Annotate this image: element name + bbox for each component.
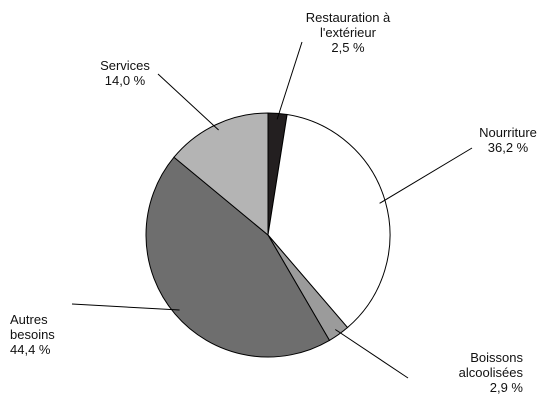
slice-label: Services 14,0 %: [85, 58, 165, 88]
slice-label: Boissons alcoolisées 2,9 %: [433, 350, 523, 395]
pie-slice: [145, 156, 331, 358]
slice-label: Restauration à l'extérieur 2,5 %: [293, 10, 403, 55]
pie-slice: [267, 113, 391, 329]
category-label: Services: [100, 58, 150, 73]
leader-line: [71, 303, 180, 311]
category-label: Autres besoins: [10, 312, 55, 342]
leader-line: [157, 73, 219, 131]
value-label: 36,2 %: [487, 140, 529, 155]
slice-label: Nourriture 36,2 %: [463, 125, 553, 155]
value-label: 14,0 %: [104, 73, 146, 88]
slice-label: Autres besoins 44,4 %: [10, 312, 70, 357]
value-label: 44,4 %: [10, 342, 51, 357]
leader-line: [276, 41, 303, 120]
category-label: Nourriture: [479, 125, 537, 140]
category-label: Restauration à l'extérieur: [305, 10, 391, 40]
leader-line: [335, 329, 409, 379]
pie-slice: [173, 112, 269, 237]
category-label: Boissons alcoolisées: [458, 350, 523, 380]
value-label: 2,5 %: [331, 40, 365, 55]
value-label: 2,9 %: [489, 380, 523, 395]
leader-line: [379, 147, 473, 204]
